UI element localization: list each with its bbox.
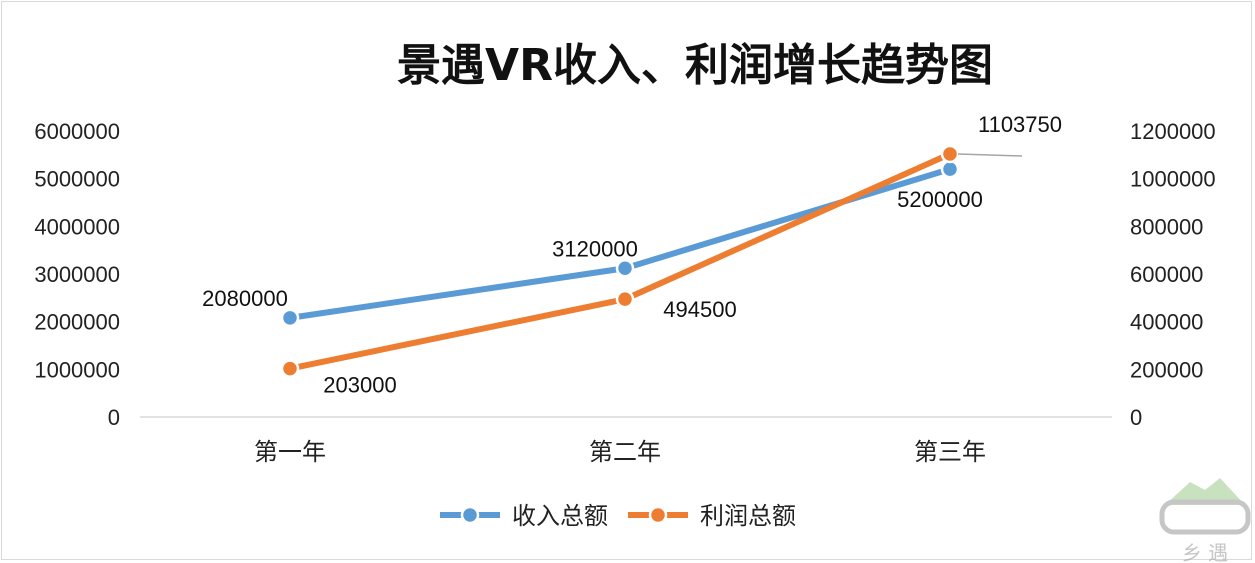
data-label: 5200000 — [897, 187, 983, 212]
data-point — [280, 359, 300, 378]
right-axis-tick-label: 1200000 — [1130, 119, 1216, 144]
left-axis-tick-label: 3000000 — [34, 262, 120, 287]
legend-label: 收入总额 — [512, 502, 608, 530]
chart-title: 景遇VR收入、利润增长趋势图 — [397, 40, 993, 91]
vr-goggles-icon — [1159, 499, 1251, 535]
x-axis-category-label: 第二年 — [589, 438, 661, 466]
left-axis-tick-label: 6000000 — [34, 119, 120, 144]
legend-label: 利润总额 — [700, 502, 796, 530]
watermark-text: 乡 遇 — [1182, 541, 1228, 563]
right-axis-tick-label: 800000 — [1130, 214, 1203, 239]
right-axis-tick-label: 400000 — [1130, 310, 1203, 335]
left-axis-tick-label: 2000000 — [34, 310, 120, 335]
leader-line — [957, 153, 1023, 157]
right-axis-tick-label: 600000 — [1130, 262, 1203, 287]
data-point — [280, 308, 300, 328]
left-axis-tick-label: 0 — [108, 405, 120, 430]
data-point — [615, 259, 635, 278]
right-axis-tick-label: 1000000 — [1130, 167, 1216, 192]
legend-swatch-marker — [460, 505, 480, 525]
data-point — [940, 144, 960, 164]
right-axis-tick-label: 200000 — [1130, 357, 1203, 382]
right-axis-tick-label: 0 — [1130, 405, 1142, 430]
left-axis-tick-label: 4000000 — [34, 214, 120, 239]
data-point — [615, 289, 635, 309]
left-axis-tick-label: 1000000 — [34, 357, 120, 382]
data-point — [940, 159, 960, 179]
data-label: 1103750 — [978, 112, 1062, 137]
data-label: 2080000 — [202, 286, 288, 311]
legend-swatch-marker — [648, 505, 668, 525]
x-axis-category-label: 第一年 — [254, 438, 326, 466]
data-label: 203000 — [323, 373, 396, 398]
mountain-icon — [1165, 478, 1245, 505]
data-label: 494500 — [663, 297, 736, 322]
data-label: 3120000 — [552, 236, 638, 261]
legend: 收入总额 利润总额 — [440, 502, 796, 530]
x-axis-category-label: 第三年 — [914, 438, 986, 466]
watermark-logo: 乡 遇 — [1159, 478, 1251, 563]
left-axis-tick-label: 5000000 — [34, 167, 120, 192]
